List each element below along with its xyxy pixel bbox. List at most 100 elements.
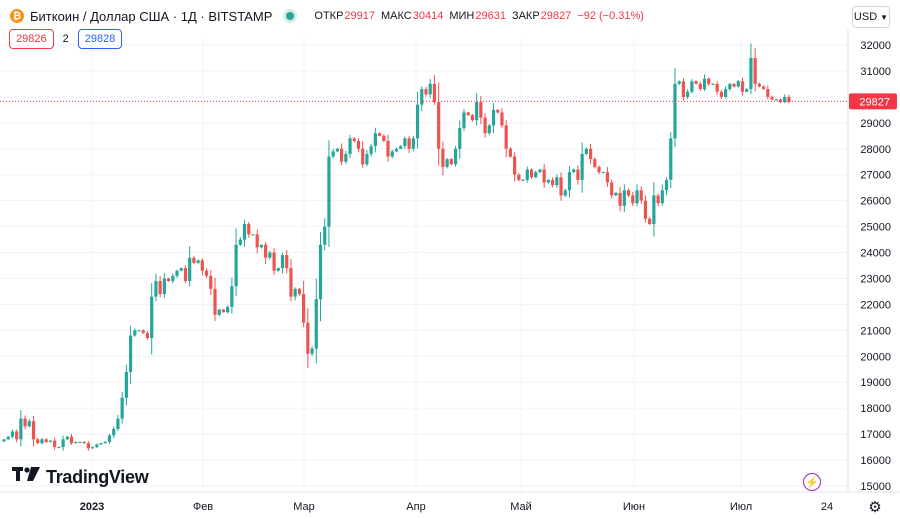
candle-body[interactable] — [479, 102, 483, 118]
candle-body[interactable] — [736, 81, 740, 87]
candle-body[interactable] — [757, 83, 761, 87]
candle-body[interactable] — [166, 278, 171, 282]
candle-body[interactable] — [386, 140, 390, 157]
candle-body[interactable] — [559, 177, 563, 196]
candle-body[interactable] — [74, 441, 78, 444]
candle-body[interactable] — [475, 102, 479, 121]
candle-body[interactable] — [525, 169, 529, 180]
candle-body[interactable] — [441, 148, 445, 167]
candle-body[interactable] — [648, 218, 652, 224]
candle-body[interactable] — [238, 239, 242, 245]
candle-body[interactable] — [124, 371, 128, 398]
candle-body[interactable] — [361, 148, 365, 165]
candle-body[interactable] — [242, 223, 247, 240]
candle-body[interactable] — [588, 148, 593, 160]
candle-body[interactable] — [302, 294, 306, 323]
candle-body[interactable] — [584, 148, 588, 154]
candle-body[interactable] — [40, 439, 44, 444]
candle-body[interactable] — [314, 299, 318, 349]
candle-body[interactable] — [107, 435, 112, 442]
candle-body[interactable] — [179, 268, 183, 271]
candle-body[interactable] — [200, 260, 204, 271]
candle-body[interactable] — [698, 83, 702, 90]
symbol-title[interactable]: Биткоин / Доллар США · 1Д · BITSTAMP — [30, 8, 273, 24]
candle-body[interactable] — [487, 125, 491, 134]
candle-body[interactable] — [631, 195, 635, 204]
candle-body[interactable] — [15, 431, 19, 440]
candle-body[interactable] — [268, 252, 272, 258]
candle-body[interactable] — [681, 81, 686, 97]
lightning-icon[interactable]: ⚡ — [803, 473, 821, 491]
candle-body[interactable] — [352, 138, 356, 141]
candle-body[interactable] — [470, 115, 475, 121]
candle-body[interactable] — [276, 268, 280, 271]
candle-body[interactable] — [373, 133, 377, 147]
candle-body[interactable] — [437, 102, 441, 149]
candle-body[interactable] — [348, 138, 352, 154]
candle-body[interactable] — [740, 81, 745, 92]
candle-body[interactable] — [458, 128, 462, 149]
candle-body[interactable] — [285, 255, 289, 269]
candle-body[interactable] — [500, 112, 504, 126]
candle-body[interactable] — [555, 177, 559, 186]
candle-body[interactable] — [546, 179, 550, 183]
candle-body[interactable] — [601, 172, 605, 174]
candle-body[interactable] — [462, 112, 466, 129]
candle-body[interactable] — [420, 89, 424, 105]
candle-body[interactable] — [272, 252, 276, 271]
candle-body[interactable] — [318, 244, 323, 300]
candle-body[interactable] — [664, 179, 669, 191]
candle-body[interactable] — [327, 156, 331, 227]
candle-body[interactable] — [415, 104, 420, 139]
candle-body[interactable] — [728, 83, 732, 90]
candle-body[interactable] — [626, 190, 631, 196]
candle-body[interactable] — [259, 244, 264, 248]
candle-body[interactable] — [145, 332, 150, 339]
candle-body[interactable] — [403, 138, 407, 147]
candle-body[interactable] — [137, 330, 141, 332]
candle-body[interactable] — [289, 268, 293, 297]
candle-body[interactable] — [517, 174, 521, 180]
candle-body[interactable] — [576, 169, 580, 180]
candle-body[interactable] — [95, 444, 99, 448]
candle-body[interactable] — [78, 441, 82, 443]
tradingview-logo[interactable]: TradingView — [12, 466, 149, 489]
candle-body[interactable] — [162, 278, 166, 295]
candle-body[interactable] — [483, 117, 487, 134]
candle-body[interactable] — [702, 78, 707, 90]
candle-body[interactable] — [209, 275, 213, 289]
candle-body[interactable] — [356, 140, 361, 149]
candle-body[interactable] — [534, 172, 538, 178]
candle-body[interactable] — [660, 190, 664, 204]
candle-body[interactable] — [255, 234, 259, 248]
candle-body[interactable] — [61, 439, 65, 448]
candle-body[interactable] — [183, 268, 188, 282]
candle-body[interactable] — [639, 190, 643, 201]
candle-body[interactable] — [234, 244, 238, 287]
candle-body[interactable] — [513, 156, 517, 175]
candle-body[interactable] — [48, 440, 53, 442]
candle-body[interactable] — [466, 112, 470, 116]
candle-body[interactable] — [749, 57, 753, 90]
candle-body[interactable] — [622, 190, 626, 206]
sell-button[interactable]: 29826 — [9, 29, 54, 49]
candle-body[interactable] — [23, 418, 27, 427]
candle-body[interactable] — [120, 397, 124, 419]
bitcoin-icon[interactable]: ₿ — [10, 9, 24, 23]
candle-body[interactable] — [783, 96, 787, 103]
candle-body[interactable] — [597, 166, 601, 173]
candle-body[interactable] — [521, 179, 525, 181]
candle-body[interactable] — [656, 195, 660, 204]
candle-body[interactable] — [175, 270, 179, 276]
candle-body[interactable] — [293, 288, 297, 297]
candle-body[interactable] — [572, 169, 576, 173]
candle-body[interactable] — [19, 418, 23, 440]
candle-body[interactable] — [508, 148, 512, 157]
candle-body[interactable] — [770, 96, 774, 100]
candle-body[interactable] — [652, 195, 656, 224]
candle-body[interactable] — [213, 288, 217, 315]
candle-body[interactable] — [323, 226, 327, 245]
buy-button[interactable]: 29828 — [77, 29, 123, 49]
currency-select[interactable]: USD ▼ — [852, 6, 890, 28]
candle-body[interactable] — [112, 428, 116, 436]
